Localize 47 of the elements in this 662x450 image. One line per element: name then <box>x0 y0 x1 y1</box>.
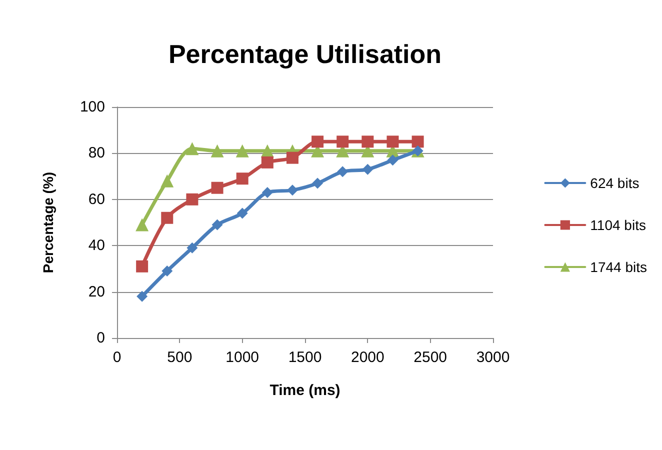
point <box>160 174 174 188</box>
point <box>162 266 173 277</box>
point <box>210 144 224 158</box>
point <box>286 184 298 196</box>
chart-title: Percentage Utilisation <box>168 39 442 69</box>
y-axis-title: Percentage (%) <box>40 172 56 274</box>
point <box>312 136 324 148</box>
point <box>387 154 398 166</box>
point <box>412 136 424 148</box>
point <box>186 142 199 156</box>
x-tick-label: 2000 <box>350 349 384 366</box>
point <box>161 212 174 224</box>
point <box>186 193 198 206</box>
point <box>236 172 248 185</box>
point <box>337 166 348 178</box>
x-tick-label: 2500 <box>414 349 448 366</box>
point <box>262 186 273 198</box>
point <box>136 218 149 232</box>
y-tick-label: 0 <box>96 330 105 346</box>
point <box>136 260 148 272</box>
point <box>362 164 374 175</box>
x-tick-label: 3000 <box>476 349 510 366</box>
point <box>336 136 349 148</box>
point <box>212 219 223 230</box>
y-tick-label: 60 <box>88 190 105 208</box>
point <box>236 144 249 158</box>
point <box>236 208 248 219</box>
y-tick-label: 20 <box>88 283 105 300</box>
x-axis-title: Time (ms) <box>270 382 340 399</box>
point <box>312 178 324 189</box>
point <box>211 182 224 194</box>
y-tick-label: 40 <box>88 237 105 254</box>
x-tick-label: 1000 <box>226 349 260 366</box>
y-tick-label: 80 <box>88 144 105 162</box>
legend-label: 624 bits <box>590 175 640 191</box>
y-tick-label: 100 <box>80 98 105 116</box>
point <box>186 242 198 254</box>
point <box>386 136 399 148</box>
x-tick-label: 1500 <box>288 349 322 366</box>
point <box>136 290 148 302</box>
legend-label: 1744 bits <box>590 259 648 275</box>
point <box>286 152 298 164</box>
point <box>362 136 374 148</box>
legend-label: 1104 bits <box>590 217 646 233</box>
point <box>261 156 274 168</box>
x-tick-label: 0 <box>112 349 122 366</box>
x-tick-label: 500 <box>167 349 192 366</box>
